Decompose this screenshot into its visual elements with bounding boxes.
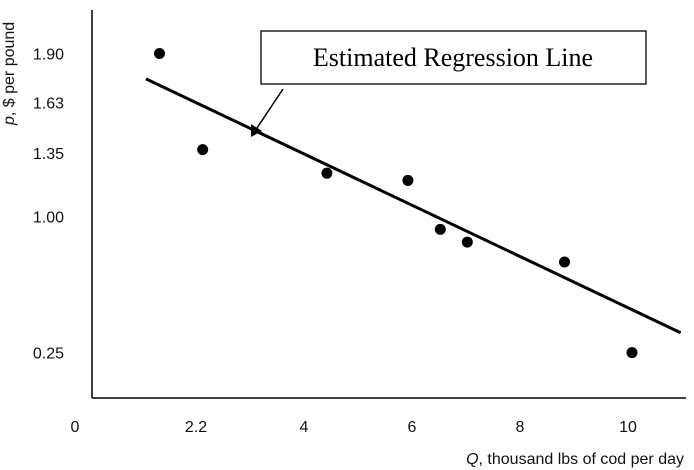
- annotation-arrow-shaft: [254, 88, 284, 132]
- x-tick-label: 2.2: [185, 419, 207, 436]
- y-ticks: 0.25 1.00 1.35 1.63 1.90: [33, 47, 64, 363]
- data-point: [154, 48, 165, 60]
- annotation-arrow-head: [251, 124, 262, 137]
- x-axis-rest: , thousand lbs of cod per day: [479, 451, 684, 468]
- data-point: [197, 144, 209, 156]
- y-tick-label: 1.00: [33, 210, 64, 227]
- data-point: [434, 223, 446, 235]
- axes: [91, 10, 686, 399]
- y-tick-label: 1.90: [33, 47, 64, 64]
- x-tick-label: 6: [408, 419, 417, 436]
- x-axis-title: Q, thousand lbs of cod per day: [466, 451, 684, 468]
- y-tick-label: 0.25: [33, 346, 64, 363]
- y-axis-title: p, $ per pound: [1, 22, 18, 126]
- data-point: [402, 174, 414, 186]
- regression-annotation: Estimated Regression Line: [251, 30, 647, 137]
- data-point: [461, 236, 473, 248]
- annotation-label: Estimated Regression Line: [313, 43, 593, 72]
- data-points: [154, 48, 638, 359]
- x-tick-label: 0: [71, 419, 80, 436]
- annotation-box: [260, 30, 647, 85]
- y-tick-label: 1.63: [33, 95, 64, 112]
- x-tick-label: 4: [300, 419, 309, 436]
- regression-line: [145, 77, 682, 335]
- data-point: [559, 256, 570, 268]
- y-tick-label: 1.35: [33, 146, 64, 163]
- x-ticks: 0 2.2 4 6 8 10: [71, 419, 637, 436]
- data-point: [321, 167, 333, 179]
- x-tick-label: 10: [619, 419, 637, 436]
- y-axis-rest: , $ per pound: [1, 22, 18, 116]
- y-axis-var: p: [1, 116, 18, 126]
- x-tick-label: 8: [516, 419, 525, 436]
- data-point: [626, 347, 638, 359]
- x-axis-var: Q: [466, 451, 478, 468]
